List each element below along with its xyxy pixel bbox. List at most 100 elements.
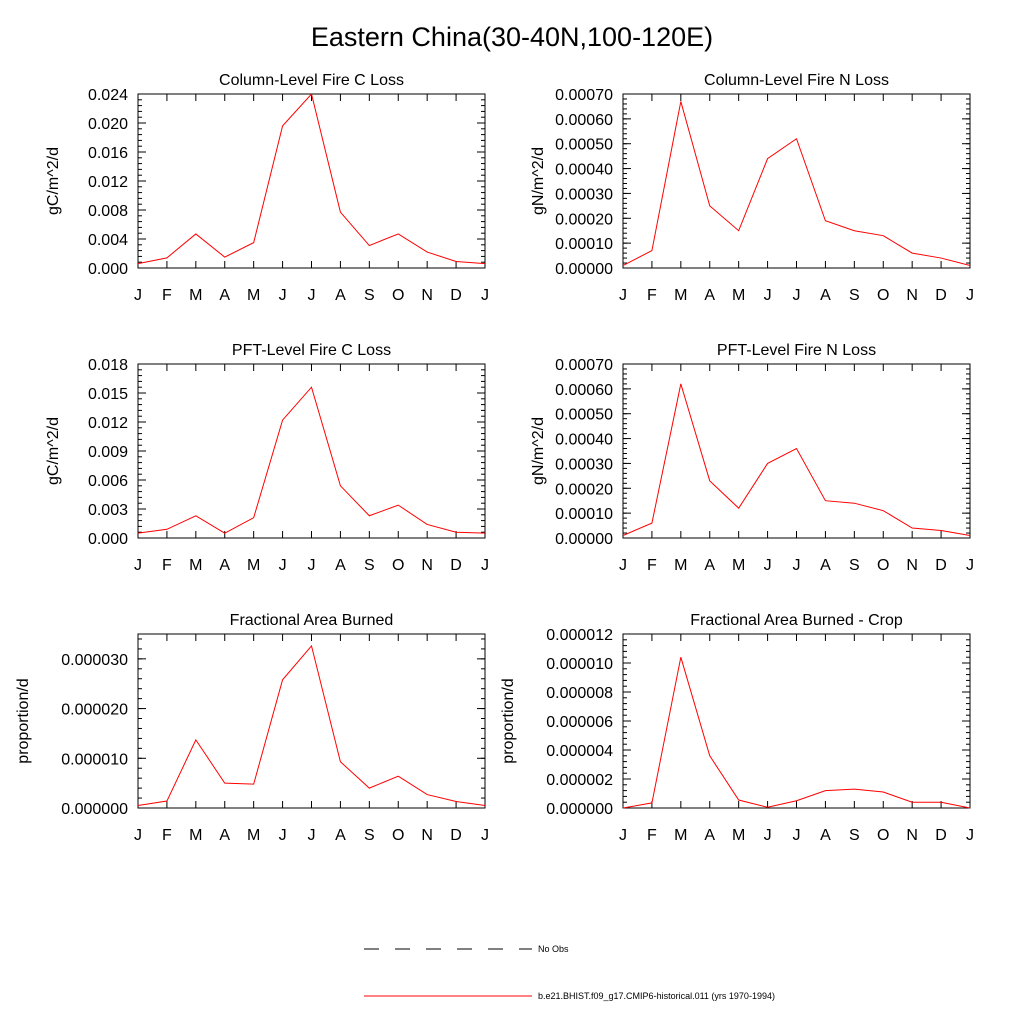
y-axis-label: proportion/d [500, 678, 517, 763]
y-tick-label: 0.00030 [555, 456, 613, 473]
x-tick-label: A [704, 557, 715, 574]
x-tick-label: M [247, 557, 260, 574]
series-line-1 [137, 386, 486, 534]
y-tick-label: 0.00060 [555, 382, 613, 399]
x-tick-label: J [764, 557, 772, 574]
x-tick-label: F [162, 287, 172, 304]
y-tick-label: 0.000000 [546, 801, 613, 818]
x-tick-label: F [647, 287, 657, 304]
x-tick-label: J [134, 287, 142, 304]
x-tick-label: J [308, 287, 316, 304]
x-tick-label: S [849, 287, 860, 304]
x-tick-label: S [849, 827, 860, 844]
x-tick-label: O [392, 827, 404, 844]
y-tick-label: 0.00010 [555, 236, 613, 253]
x-tick-label: J [619, 557, 627, 574]
x-tick-label: S [364, 557, 375, 574]
series-line-1 [137, 92, 486, 265]
plot-frame [137, 633, 486, 809]
x-tick-label: J [134, 827, 142, 844]
y-tick-label: 0.000010 [61, 751, 128, 768]
x-tick-label: A [820, 827, 831, 844]
y-tick-label: 0.000004 [546, 743, 613, 760]
x-tick-label: D [935, 557, 947, 574]
plot-frame [137, 363, 486, 539]
x-tick-label: J [308, 557, 316, 574]
x-tick-label: M [674, 287, 687, 304]
x-tick-label: M [732, 827, 745, 844]
y-tick-label: 0.000012 [546, 627, 613, 644]
y-tick-label: 0.000 [88, 261, 128, 278]
x-tick-label: M [732, 287, 745, 304]
x-tick-label: A [219, 827, 230, 844]
y-tick-label: 0.006 [88, 473, 128, 490]
y-tick-label: 0.004 [88, 232, 128, 249]
series-line-1 [622, 383, 971, 537]
y-tick-label: 0.009 [88, 444, 128, 461]
x-tick-label: J [793, 827, 801, 844]
y-tick-label: 0.000006 [546, 714, 613, 731]
y-tick-label: 0.00040 [555, 432, 613, 449]
x-tick-label: S [849, 557, 860, 574]
x-tick-label: A [335, 557, 346, 574]
y-tick-label: 0.000030 [61, 652, 128, 669]
x-tick-label: A [704, 287, 715, 304]
x-tick-label: D [935, 287, 947, 304]
plot-frame [622, 93, 971, 269]
x-tick-label: A [704, 827, 715, 844]
y-tick-label: 0.015 [88, 386, 128, 403]
x-tick-label: J [279, 557, 287, 574]
x-tick-label: M [189, 827, 202, 844]
y-tick-label: 0.00000 [555, 531, 613, 548]
plot-frame [137, 93, 486, 269]
x-tick-label: J [966, 827, 974, 844]
x-tick-label: O [392, 557, 404, 574]
series-line-1 [137, 644, 486, 807]
chart-title: PFT-Level Fire C Loss [232, 342, 391, 359]
x-tick-label: O [877, 287, 889, 304]
y-tick-label: 0.003 [88, 502, 128, 519]
series-line-1 [622, 101, 971, 266]
legend: No Obs b.e21.BHIST.f09_g17.CMIP6-historic… [364, 944, 775, 1001]
y-tick-label: 0.00020 [555, 211, 613, 228]
x-tick-label: M [674, 827, 687, 844]
chart-panel-6: Fractional Area Burned - Crop proportion/… [500, 612, 974, 844]
y-axis-label: gN/m^2/d [530, 147, 547, 215]
chart-title: PFT-Level Fire N Loss [717, 342, 876, 359]
x-tick-label: J [793, 287, 801, 304]
legend-label-1: No Obs [538, 944, 569, 954]
y-tick-label: 0.00000 [555, 261, 613, 278]
y-axis-label: gC/m^2/d [45, 147, 62, 215]
x-tick-label: J [966, 557, 974, 574]
x-tick-label: S [364, 287, 375, 304]
y-tick-label: 0.024 [88, 87, 128, 104]
x-tick-label: N [906, 287, 918, 304]
x-tick-label: J [619, 287, 627, 304]
y-axis-label: proportion/d [15, 678, 32, 763]
plot-frame [622, 633, 971, 809]
x-tick-label: D [935, 827, 947, 844]
y-axis-label: gC/m^2/d [45, 417, 62, 485]
y-tick-label: 0.000002 [546, 772, 613, 789]
y-tick-label: 0.000000 [61, 801, 128, 818]
x-tick-label: J [308, 827, 316, 844]
x-tick-label: J [279, 287, 287, 304]
x-tick-label: J [481, 287, 489, 304]
x-tick-label: J [279, 827, 287, 844]
chart-title: Column-Level Fire C Loss [219, 72, 404, 89]
x-tick-label: F [647, 827, 657, 844]
y-tick-label: 0.020 [88, 116, 128, 133]
y-tick-label: 0.018 [88, 357, 128, 374]
y-tick-label: 0.00050 [555, 407, 613, 424]
y-axis-label: gN/m^2/d [530, 417, 547, 485]
x-tick-label: S [364, 827, 375, 844]
x-tick-label: A [219, 557, 230, 574]
y-tick-label: 0.000010 [546, 656, 613, 673]
x-tick-label: J [793, 557, 801, 574]
y-tick-label: 0.000020 [61, 702, 128, 719]
y-tick-label: 0.008 [88, 203, 128, 220]
x-tick-label: N [421, 827, 433, 844]
x-tick-label: O [877, 827, 889, 844]
